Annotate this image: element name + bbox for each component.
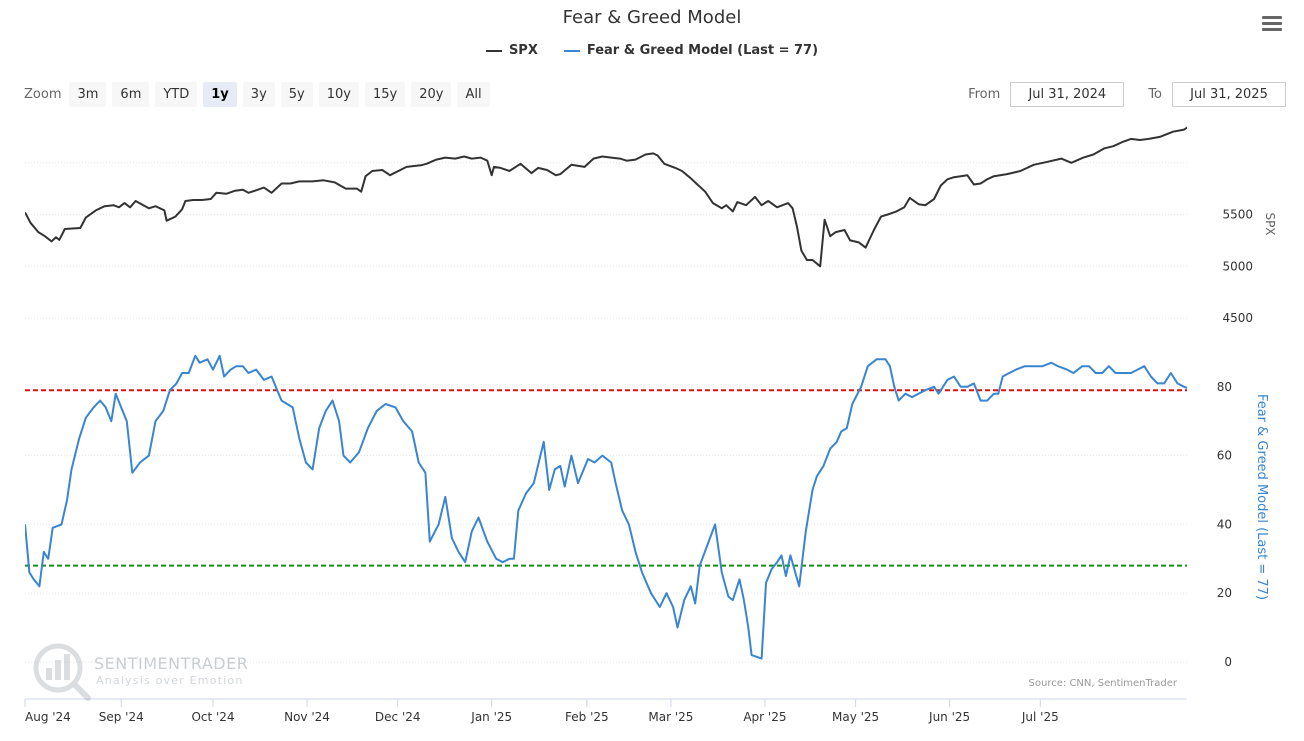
legend-swatch-spx [485,49,502,52]
x-tick-label: Jun '25 [928,710,970,724]
zoom-button-3y[interactable]: 3y [242,82,275,107]
zoom-bar: Zoom 3m 6m YTD 1y 3y 5y 10y 15y 20y All [24,82,490,107]
spx-tick-label: 4500 [1222,311,1253,325]
logo-bar [46,668,52,680]
x-tick-label: Dec '24 [375,710,421,724]
legend: SPX Fear & Greed Model (Last = 77) [0,43,1304,58]
watermark-name: SENTIMENTRADER [94,654,249,673]
x-tick-label: Jan '25 [470,710,512,724]
spx-tick-label: 5000 [1222,259,1253,273]
legend-label-fear-greed: Fear & Greed Model (Last = 77) [586,43,819,58]
x-tick-label: May '25 [832,710,879,724]
from-label: From [968,87,1001,102]
x-tick-label: Oct '24 [191,710,234,724]
fg-tick-label: 20 [1217,586,1232,600]
legend-item-fear-greed[interactable]: Fear & Greed Model (Last = 77) [563,43,819,58]
x-tick-label: Jul '25 [1021,710,1059,724]
spx-tick-label: 5500 [1222,208,1253,222]
x-tick-label: Feb '25 [565,710,609,724]
spx-axis-title: SPX [1263,212,1277,235]
zoom-button-20y[interactable]: 20y [411,82,452,107]
to-label: To [1148,87,1162,102]
x-tick-label: Aug '24 [25,710,71,724]
zoom-button-6m[interactable]: 6m [112,82,150,107]
zoom-button-3m[interactable]: 3m [69,82,107,107]
fg-tick-label: 60 [1217,449,1232,463]
fg-tick-label: 80 [1217,380,1232,394]
zoom-label: Zoom [24,87,62,102]
x-tick-label: Nov '24 [284,710,330,724]
legend-item-spx[interactable]: SPX [485,43,538,58]
from-date-input[interactable] [1010,82,1125,107]
credits: Source: CNN, SentimenTrader [1028,678,1177,689]
zoom-button-ytd[interactable]: YTD [155,82,198,107]
fear-greed-series-line [25,354,1187,660]
chart-title: Fear & Greed Model [562,7,742,28]
logo-handle [71,681,91,701]
legend-swatch-fear-greed [563,49,580,52]
watermark-tagline: Analysis over Emotion [96,674,244,687]
legend-label-spx: SPX [508,43,538,58]
x-tick-label: Mar '25 [648,710,693,724]
fg-axis-title: Fear & Greed Model (Last = 77) [1254,394,1269,600]
logo-ring [33,643,83,693]
x-tick-label: Sep '24 [99,710,144,724]
to-date-input[interactable] [1172,82,1286,107]
fg-tick-label: 40 [1217,517,1232,531]
zoom-button-5y[interactable]: 5y [280,82,313,107]
spx-series-line [25,126,1187,268]
fg-tick-label: 0 [1224,655,1232,669]
watermark-logo-icon [33,643,91,701]
hamburger-menu-icon[interactable] [1262,16,1282,32]
logo-bar [55,660,61,680]
zoom-button-15y[interactable]: 15y [364,82,406,107]
date-range: From To [968,82,1286,107]
zoom-button-1y[interactable]: 1y [203,82,237,107]
zoom-button-all[interactable]: All [457,82,490,107]
zoom-button-10y[interactable]: 10y [318,82,359,107]
x-tick-label: Apr '25 [743,710,786,724]
logo-bar [64,654,70,680]
